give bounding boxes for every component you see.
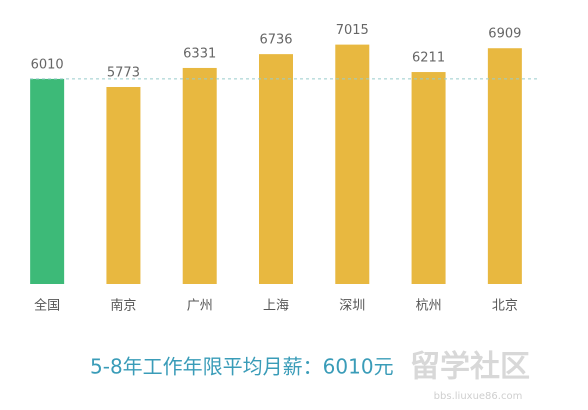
bar	[182, 67, 217, 285]
value-label: 6211	[412, 51, 445, 66]
bar	[487, 48, 522, 284]
watermark: 留学社区	[410, 350, 530, 385]
x-tick-label: 杭州	[416, 299, 442, 314]
x-tick-label: 上海	[263, 299, 289, 314]
x-tick-label: 北京	[492, 299, 518, 314]
bar	[30, 78, 65, 284]
value-label: 6010	[31, 57, 64, 72]
x-tick-label: 深圳	[339, 299, 365, 314]
value-label: 5773	[107, 65, 140, 80]
chart-title: 5-8年工作年限平均月薪：6010元	[90, 355, 394, 379]
bar	[411, 72, 446, 284]
value-label: 7015	[336, 23, 369, 38]
x-tick-label: 南京	[110, 298, 136, 314]
bar	[259, 54, 293, 284]
x-tick-label: 广州	[187, 299, 213, 314]
bar	[335, 44, 370, 284]
value-label: 6331	[183, 46, 216, 61]
watermark-url: bbs.liuxue86.com	[434, 391, 523, 402]
value-label: 6909	[488, 27, 521, 42]
bar	[106, 86, 141, 285]
x-tick-label: 全国	[34, 298, 60, 314]
value-label: 6736	[259, 33, 292, 48]
